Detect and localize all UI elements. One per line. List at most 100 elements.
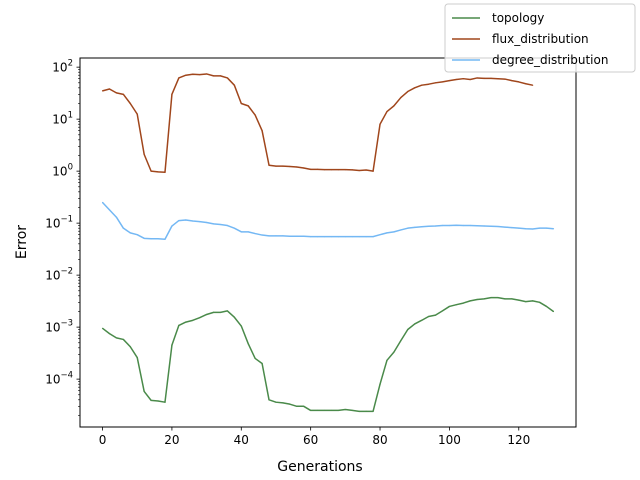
data-point-topology-31 bbox=[316, 409, 319, 412]
data-point-flux_distribution-16 bbox=[212, 75, 215, 77]
y-axis: 10−4 10−3 10−2 10−1 100 101 102 bbox=[45, 59, 80, 416]
data-point-degree_distribution-24 bbox=[268, 235, 270, 237]
x-tick-label: 0 bbox=[99, 433, 107, 447]
data-point-degree_distribution-27 bbox=[289, 235, 291, 237]
data-point-flux_distribution-36 bbox=[351, 169, 353, 171]
data-point-flux_distribution-51 bbox=[455, 78, 457, 81]
data-point-flux_distribution-0 bbox=[101, 90, 104, 92]
data-point-topology-44 bbox=[407, 328, 409, 331]
x-tick-label: 20 bbox=[164, 433, 179, 447]
data-point-degree_distribution-7 bbox=[150, 238, 152, 240]
data-point-flux_distribution-31 bbox=[316, 168, 319, 171]
data-point-topology-57 bbox=[497, 296, 499, 299]
data-point-topology-34 bbox=[337, 409, 340, 412]
data-point-degree_distribution-41 bbox=[386, 232, 388, 234]
data-point-degree_distribution-30 bbox=[310, 236, 312, 238]
data-point-degree_distribution-50 bbox=[448, 224, 450, 227]
data-point-flux_distribution-34 bbox=[337, 169, 340, 171]
data-point-degree_distribution-51 bbox=[455, 224, 457, 226]
y-tick-label: 101 bbox=[52, 111, 73, 127]
data-point-topology-42 bbox=[393, 351, 395, 353]
data-point-topology-47 bbox=[427, 315, 430, 318]
data-point-topology-24 bbox=[268, 399, 270, 401]
data-point-topology-2 bbox=[115, 337, 118, 339]
legend-items: topology flux_distribution degree_distribu… bbox=[452, 11, 608, 67]
data-point-topology-9 bbox=[164, 401, 166, 403]
data-point-degree_distribution-39 bbox=[372, 236, 374, 238]
data-point-flux_distribution-29 bbox=[303, 167, 305, 169]
data-point-flux_distribution-24 bbox=[268, 164, 270, 166]
data-point-topology-61 bbox=[525, 300, 527, 303]
data-point-flux_distribution-59 bbox=[511, 80, 513, 82]
x-axis-label: Generations bbox=[277, 459, 362, 475]
data-point-degree_distribution-17 bbox=[219, 223, 222, 226]
data-point-degree_distribution-52 bbox=[462, 224, 464, 227]
data-point-topology-1 bbox=[108, 333, 111, 335]
data-point-flux_distribution-62 bbox=[532, 84, 534, 86]
legend: topology flux_distribution degree_distribu… bbox=[444, 3, 636, 73]
data-point-degree_distribution-21 bbox=[247, 231, 249, 233]
data-point-topology-39 bbox=[372, 410, 374, 412]
data-point-flux_distribution-3 bbox=[122, 93, 124, 95]
data-point-degree_distribution-3 bbox=[122, 227, 124, 229]
data-point-flux_distribution-27 bbox=[289, 165, 291, 168]
legend-label-topology: topology bbox=[492, 11, 544, 25]
data-point-topology-28 bbox=[296, 405, 298, 407]
data-point-flux_distribution-60 bbox=[518, 81, 520, 83]
data-point-flux_distribution-22 bbox=[254, 114, 256, 116]
data-point-degree_distribution-11 bbox=[178, 219, 180, 222]
data-point-degree_distribution-43 bbox=[400, 229, 402, 231]
data-point-degree_distribution-42 bbox=[393, 231, 395, 233]
data-point-degree_distribution-58 bbox=[504, 226, 506, 228]
data-point-topology-38 bbox=[365, 410, 367, 412]
data-point-topology-55 bbox=[483, 298, 485, 300]
data-point-flux_distribution-7 bbox=[150, 170, 152, 172]
data-point-topology-17 bbox=[219, 311, 222, 313]
data-point-flux_distribution-58 bbox=[504, 78, 506, 80]
data-point-topology-59 bbox=[511, 298, 513, 300]
data-point-flux_distribution-15 bbox=[206, 73, 208, 75]
data-point-flux_distribution-35 bbox=[344, 169, 346, 171]
data-point-topology-36 bbox=[351, 409, 353, 412]
data-point-degree_distribution-55 bbox=[483, 225, 485, 227]
data-point-topology-32 bbox=[323, 409, 326, 412]
data-point-degree_distribution-56 bbox=[490, 225, 492, 227]
data-point-topology-26 bbox=[282, 402, 284, 404]
data-point-flux_distribution-37 bbox=[358, 169, 360, 172]
data-point-topology-63 bbox=[538, 301, 541, 303]
data-point-flux_distribution-9 bbox=[164, 171, 166, 173]
data-point-degree_distribution-35 bbox=[344, 236, 346, 238]
data-point-degree_distribution-53 bbox=[469, 224, 471, 227]
y-tick-label: 10−3 bbox=[45, 319, 73, 335]
data-point-flux_distribution-33 bbox=[330, 169, 333, 171]
y-axis-label: Error bbox=[14, 225, 30, 259]
data-point-degree_distribution-32 bbox=[323, 236, 326, 238]
data-point-flux_distribution-30 bbox=[310, 168, 312, 171]
data-point-flux_distribution-49 bbox=[441, 81, 444, 83]
data-point-topology-5 bbox=[136, 356, 138, 359]
data-point-flux_distribution-43 bbox=[400, 96, 402, 99]
data-point-degree_distribution-38 bbox=[365, 236, 367, 238]
data-point-topology-53 bbox=[469, 300, 471, 302]
data-point-topology-13 bbox=[192, 319, 194, 321]
data-point-degree_distribution-46 bbox=[421, 226, 423, 228]
x-tick-label: 120 bbox=[507, 433, 530, 447]
data-point-flux_distribution-20 bbox=[240, 102, 242, 105]
data-point-flux_distribution-44 bbox=[407, 90, 409, 93]
data-point-degree_distribution-33 bbox=[330, 236, 333, 238]
data-point-topology-8 bbox=[157, 400, 159, 402]
data-point-topology-16 bbox=[212, 311, 215, 313]
data-point-flux_distribution-45 bbox=[414, 87, 416, 89]
data-point-degree_distribution-65 bbox=[552, 228, 555, 230]
data-point-flux_distribution-25 bbox=[275, 165, 277, 167]
y-tick-label: 100 bbox=[52, 163, 73, 179]
data-point-topology-43 bbox=[400, 340, 402, 342]
data-point-degree_distribution-61 bbox=[525, 228, 527, 230]
data-point-flux_distribution-52 bbox=[462, 78, 464, 80]
data-point-flux_distribution-47 bbox=[427, 83, 430, 85]
data-point-topology-19 bbox=[233, 316, 235, 318]
data-point-flux_distribution-32 bbox=[323, 169, 326, 171]
data-point-flux_distribution-10 bbox=[171, 93, 173, 95]
data-point-degree_distribution-25 bbox=[275, 235, 277, 237]
data-point-flux_distribution-28 bbox=[296, 166, 298, 168]
